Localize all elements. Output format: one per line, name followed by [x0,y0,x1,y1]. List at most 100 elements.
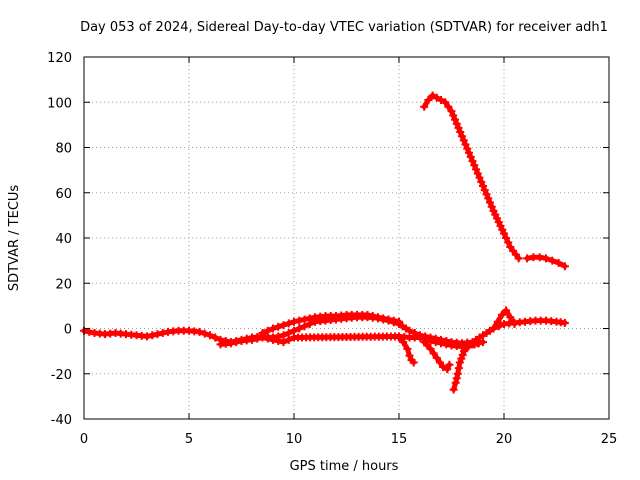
data-point [295,324,304,333]
data-point [437,339,445,348]
series-sdtvar-late-branch [523,253,569,271]
data-point [379,314,388,323]
series-sdtvar-spike-15-5h [395,333,418,367]
data-point [274,322,283,331]
data-point [560,262,569,271]
y-tick-label: 120 [47,51,72,66]
data-point [409,358,418,367]
data-point [461,140,470,149]
data-point [502,234,511,242]
data-point [451,378,460,387]
data-point [449,385,458,394]
data-point [85,327,94,336]
y-tick-label: -40 [51,413,72,428]
data-point [420,102,429,111]
data-point [424,95,433,104]
data-point [248,335,256,344]
data-point [465,148,473,157]
data-point [295,316,304,325]
series-sdtvar-peak-20-2h [489,306,519,333]
data-point [405,351,414,360]
data-point [444,102,453,111]
data-point [290,326,298,335]
data-point [399,338,408,347]
y-tick-label: 100 [47,96,72,111]
data-point [206,331,214,340]
data-point [489,324,498,333]
data-point [153,330,162,339]
data-point [405,326,414,335]
data-point [514,254,523,263]
data-point [474,339,483,348]
data-point [497,310,506,319]
x-tick-label: 5 [185,432,193,447]
data-point [195,327,204,336]
data-point [429,349,438,358]
y-axis-label: SDTVAR / TECUs [7,185,22,292]
data-point [464,342,473,351]
data-point [200,329,209,338]
data-point [451,115,459,124]
data-point [389,316,398,325]
series-sdtvar-lower-branch [216,332,487,351]
data-point [502,306,511,315]
data-point [279,338,288,347]
x-tick-label: 25 [601,432,618,447]
data-point [463,144,472,153]
data-point [535,253,544,262]
data-point [466,152,475,161]
x-tick-label: 15 [391,432,408,447]
data-point [443,365,452,374]
data-point [279,331,288,340]
data-point [456,128,465,137]
y-tick-label: 60 [55,187,72,202]
data-point [484,194,493,203]
axes: 0 5 10 15 20 25 -40 -20 0 20 40 60 80 100 120 [47,51,617,447]
data-point [158,329,167,338]
data-point [453,369,462,378]
data-point [445,360,454,369]
data-point [432,353,441,362]
data-point [523,254,532,263]
data-point [542,254,550,263]
data-point [510,319,519,328]
data-point [305,314,314,323]
data-point [284,329,293,338]
data-point [504,238,513,247]
data-point [455,358,464,367]
data-point [554,258,563,267]
data-point [459,136,468,145]
data-point [447,107,456,116]
data-point [368,312,377,321]
data-point [486,198,494,207]
data-point [395,317,403,326]
data-point [426,344,435,353]
data-point [143,332,151,341]
data-point [258,329,267,338]
data-point [458,132,466,141]
data-point [435,358,444,367]
data-point [487,202,496,211]
data-point [468,157,477,166]
series-sdtvar-spike-17-7h [449,339,483,394]
y-tick-label: -20 [51,368,72,383]
data-point [454,364,463,373]
data-point [479,181,487,190]
data-point [363,310,372,319]
data-point [560,318,569,327]
data-point [500,229,508,238]
series-sdtvar-high-branch [420,91,523,263]
data-point [395,333,403,342]
y-tick-label: 80 [55,142,72,157]
data-point [457,354,466,363]
data-point [300,322,309,331]
data-point [284,319,293,328]
data-point [480,186,489,195]
series-sdtvar-upper-branch [258,310,403,338]
data-point [428,91,437,100]
data-point [452,119,461,128]
x-tick-label: 0 [80,432,88,447]
x-tick-label: 10 [286,432,303,447]
